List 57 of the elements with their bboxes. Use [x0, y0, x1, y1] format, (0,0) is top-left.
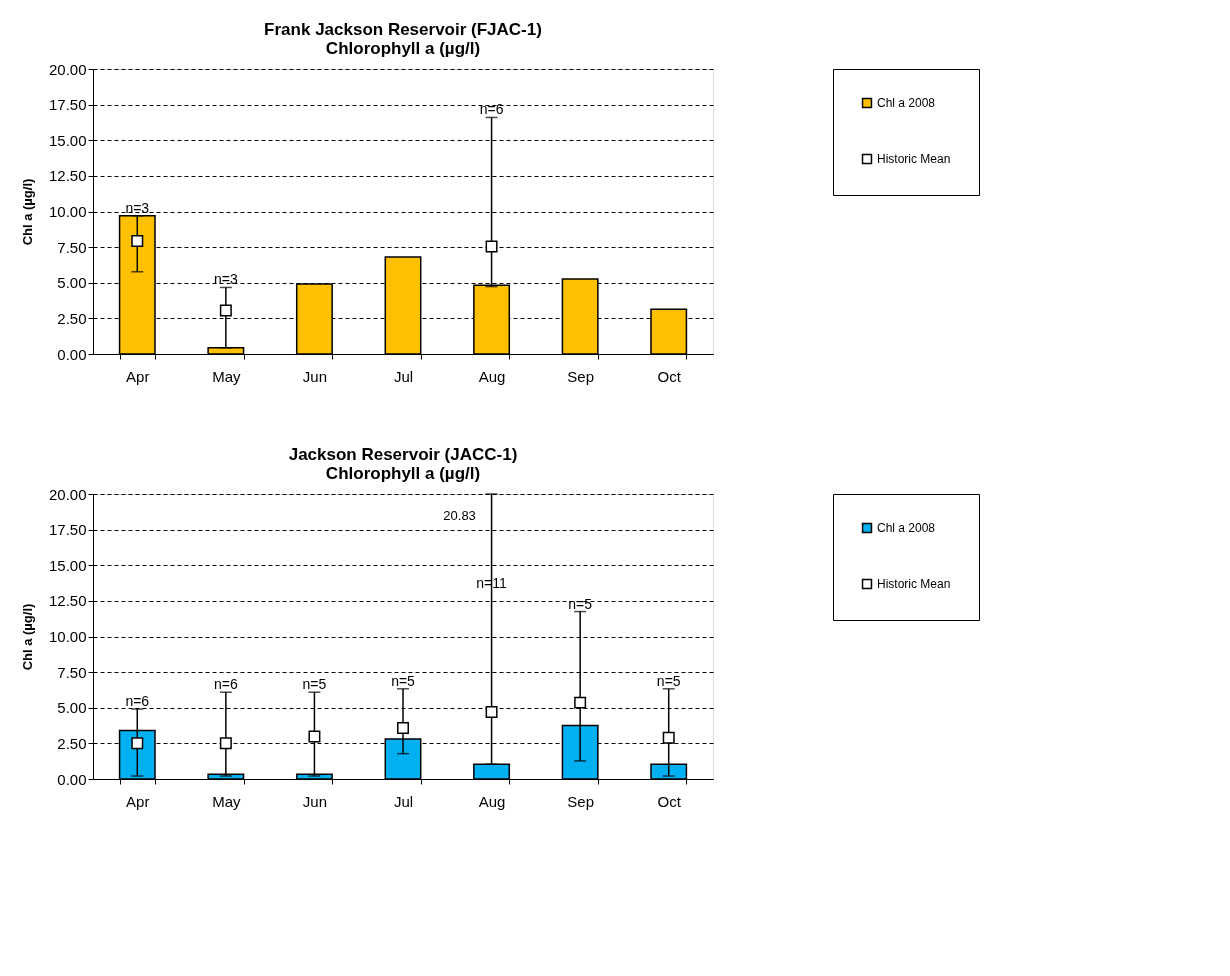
annotation: n=5	[656, 672, 681, 689]
y-tick-label: 5.00	[57, 274, 87, 292]
x-tick-label: Jun	[302, 792, 328, 810]
x-tick-label: Apr	[126, 367, 150, 385]
x-tick-label: Jul	[393, 367, 414, 385]
chart-title: Jackson Reservoir (JACC-1) Chlorophyll a (µg/l)	[288, 445, 518, 483]
x-tick-label: May	[212, 792, 242, 810]
y-tick-label: 2.50	[57, 734, 87, 752]
point	[485, 240, 498, 253]
point	[219, 737, 232, 750]
annotation: n=6	[213, 676, 238, 693]
legend-label: Historic Mean	[877, 577, 951, 591]
y-tick-label: 10.00	[48, 203, 87, 220]
x-tick-label: Apr	[126, 792, 150, 810]
x-tick-label: Aug	[478, 792, 506, 810]
y-tick-label: 17.50	[48, 96, 87, 114]
point	[574, 696, 587, 709]
point	[397, 721, 409, 734]
y-tick-label: 12.50	[48, 167, 87, 185]
y-tick-label: 0.00	[57, 345, 87, 363]
y-tick-label: 5.00	[57, 699, 87, 717]
x-tick-label: Oct	[657, 367, 682, 385]
y-tick-label: 15.00	[48, 131, 87, 149]
x-tick-label: Oct	[657, 792, 682, 810]
y-axis-title: Chl a (µg/l)	[19, 178, 35, 246]
point	[662, 731, 675, 744]
legend-label: Chl a 2008	[877, 96, 936, 110]
y-tick-label: 12.50	[48, 592, 87, 610]
y-tick-label: 15.00	[48, 556, 87, 574]
point	[131, 235, 144, 247]
y-tick-label: 7.50	[57, 663, 87, 681]
annotation: n=5	[302, 676, 327, 693]
legend-label: Chl a 2008	[877, 521, 936, 535]
annotation: n=6	[479, 101, 504, 118]
x-tick-label: May	[212, 367, 242, 385]
x-tick-label: Aug	[478, 367, 506, 385]
point	[308, 730, 321, 743]
y-axis-title: Chl a (µg/l)	[19, 603, 35, 671]
point	[485, 706, 498, 719]
y-tick-label: 20.00	[48, 60, 87, 78]
y-tick-label: 7.50	[57, 238, 87, 256]
annotation: n=6	[125, 693, 150, 710]
y-tick-label: 0.00	[57, 770, 87, 788]
y-tick-label: 17.50	[48, 521, 87, 539]
x-tick-label: Jul	[393, 792, 414, 810]
x-tick-label: Sep	[567, 367, 594, 385]
annotation: 20.83	[443, 508, 476, 523]
chart-title: Frank Jackson Reservoir (FJAC-1) Chlorophyll a (µg/l)	[264, 20, 542, 58]
annotation: n=5	[391, 672, 416, 689]
point	[219, 304, 232, 317]
y-tick-label: 20.00	[48, 485, 87, 503]
point	[131, 737, 144, 750]
x-tick-label: Sep	[567, 792, 594, 810]
legend-label: Historic Mean	[877, 152, 951, 166]
x-tick-label: Jun	[302, 367, 328, 385]
y-tick-label: 10.00	[48, 628, 87, 645]
y-tick-label: 2.50	[57, 309, 87, 327]
